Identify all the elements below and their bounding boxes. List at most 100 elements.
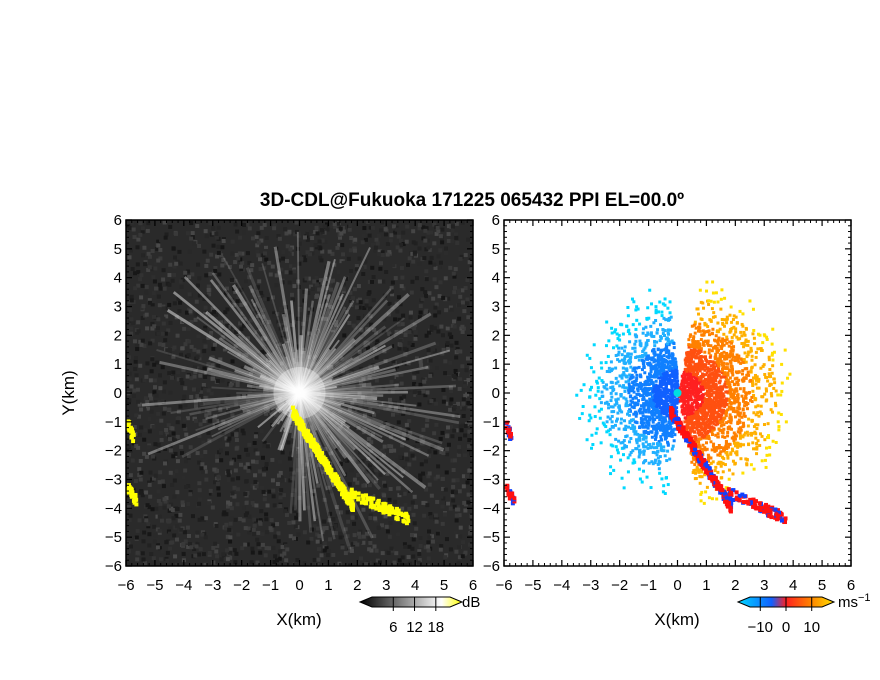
noise-speckle — [307, 310, 312, 315]
noise-speckle — [192, 374, 197, 379]
noise-speckle — [438, 260, 443, 265]
noise-speckle — [362, 226, 367, 231]
noise-speckle — [403, 333, 408, 338]
velocity-pixel — [745, 355, 749, 359]
noise-speckle — [384, 462, 389, 467]
noise-speckle — [358, 539, 363, 544]
echo-pixel — [371, 496, 376, 501]
noise-speckle — [451, 498, 456, 503]
noise-speckle — [463, 286, 468, 291]
noise-speckle — [295, 344, 300, 349]
noise-speckle — [295, 468, 300, 473]
noise-speckle — [132, 235, 137, 240]
velocity-pixel — [771, 439, 775, 443]
clutter-ray — [298, 276, 347, 394]
noise-speckle — [210, 306, 215, 311]
noise-speckle — [260, 455, 265, 460]
noise-speckle — [181, 552, 186, 557]
noise-speckle — [281, 436, 286, 441]
noise-speckle — [152, 456, 157, 461]
noise-speckle — [391, 359, 396, 364]
noise-speckle — [348, 370, 353, 375]
noise-speckle — [221, 328, 226, 333]
noise-speckle — [352, 521, 357, 526]
noise-speckle — [289, 451, 294, 456]
noise-speckle — [356, 320, 361, 325]
noise-speckle — [441, 295, 446, 300]
noise-speckle — [157, 400, 162, 405]
noise-speckle — [342, 425, 347, 430]
noise-speckle — [440, 227, 445, 232]
noise-speckle — [313, 401, 318, 406]
noise-speckle — [301, 347, 306, 352]
noise-speckle — [449, 397, 454, 402]
velocity-pixel — [654, 451, 658, 455]
noise-speckle — [235, 487, 240, 492]
noise-speckle — [286, 413, 291, 418]
noise-speckle — [272, 559, 277, 564]
velocity-pixel — [615, 400, 619, 404]
x-tick-label: 3 — [382, 577, 390, 594]
noise-speckle — [193, 312, 198, 317]
clutter-ray — [293, 392, 301, 412]
velocity-pixel — [644, 325, 648, 329]
velocity-pixel — [719, 297, 723, 301]
noise-speckle — [305, 250, 310, 255]
clutter-ray — [259, 374, 301, 395]
noise-speckle — [258, 257, 263, 262]
noise-speckle — [180, 381, 185, 386]
noise-speckle — [139, 273, 144, 278]
noise-speckle — [241, 393, 246, 398]
velocity-pixel — [709, 456, 713, 460]
noise-speckle — [215, 418, 220, 423]
noise-speckle — [167, 531, 172, 536]
noise-speckle — [359, 327, 364, 332]
noise-speckle — [128, 480, 133, 485]
noise-speckle — [393, 317, 398, 322]
noise-speckle — [380, 551, 385, 556]
noise-speckle — [445, 326, 450, 331]
clutter-ray — [298, 392, 379, 481]
noise-speckle — [319, 423, 324, 428]
noise-speckle — [152, 539, 157, 544]
velocity-pixel — [671, 398, 675, 402]
noise-speckle — [127, 518, 132, 523]
noise-speckle — [368, 225, 373, 230]
noise-speckle — [440, 240, 445, 245]
noise-speckle — [448, 360, 453, 365]
noise-speckle — [265, 297, 270, 302]
noise-speckle — [449, 334, 454, 339]
noise-speckle — [242, 409, 247, 414]
y-tick-label: 2 — [114, 327, 122, 344]
echo-pixel — [303, 434, 308, 439]
noise-speckle — [417, 551, 422, 556]
noise-speckle — [231, 379, 236, 384]
noise-speckle — [177, 249, 182, 254]
noise-speckle — [127, 355, 132, 360]
velocity-pixel — [626, 412, 630, 416]
velocity-pixel — [774, 389, 778, 393]
clutter-ray — [298, 335, 312, 394]
noise-speckle — [410, 319, 415, 324]
noise-speckle — [358, 354, 363, 359]
noise-speckle — [258, 550, 263, 555]
noise-speckle — [462, 309, 467, 314]
noise-speckle — [412, 448, 417, 453]
noise-speckle — [416, 560, 421, 565]
noise-speckle — [317, 287, 322, 292]
noise-speckle — [146, 524, 151, 529]
noise-speckle — [147, 254, 152, 259]
noise-speckle — [172, 301, 177, 306]
noise-speckle — [361, 540, 366, 545]
noise-speckle — [204, 413, 209, 418]
noise-speckle — [367, 233, 372, 238]
noise-speckle — [262, 472, 267, 477]
noise-speckle — [134, 377, 139, 382]
velocity-pixel — [695, 445, 699, 449]
velocity-pixel — [690, 391, 694, 395]
noise-speckle — [214, 405, 219, 410]
noise-speckle — [215, 458, 220, 463]
noise-speckle — [142, 451, 147, 456]
noise-speckle — [163, 461, 168, 466]
noise-speckle — [320, 230, 325, 235]
